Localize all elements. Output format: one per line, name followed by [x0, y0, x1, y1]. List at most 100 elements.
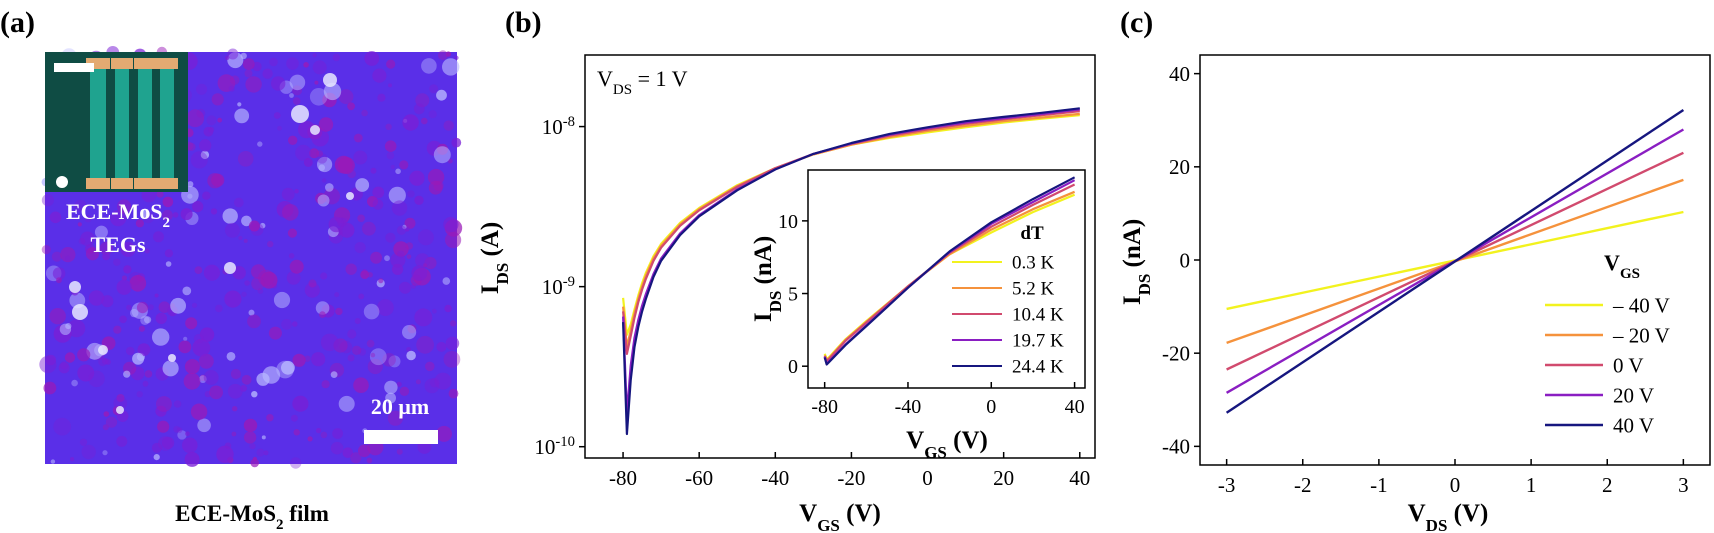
film-grain — [216, 445, 234, 463]
chart-b-annotation: VDS = 1 V — [597, 66, 688, 98]
film-grain — [414, 195, 424, 205]
series-line-10-4-K — [823, 183, 1076, 362]
film-grain — [385, 392, 396, 404]
film-grain — [113, 258, 121, 266]
film-grain — [121, 275, 127, 281]
chart-c-legend-title: VGS — [1604, 250, 1640, 282]
film-grain — [187, 142, 196, 151]
film-grain — [353, 133, 363, 143]
panel-a-caption: ECE-MoS2 film — [175, 501, 329, 533]
film-grain — [318, 117, 334, 132]
film-grain — [448, 388, 459, 399]
film-grain — [200, 150, 210, 160]
film-grain — [94, 225, 108, 239]
film-grain — [262, 68, 273, 79]
film-grain — [184, 359, 200, 375]
film-grain — [328, 216, 344, 233]
film-grain — [141, 209, 151, 219]
film-grain — [390, 164, 395, 170]
film-grain — [384, 255, 390, 262]
film-grain — [203, 370, 219, 385]
film-grain — [358, 348, 366, 356]
legend-label: 5.2 K — [1012, 279, 1055, 300]
film-grain — [309, 88, 328, 106]
film-grain — [199, 375, 207, 383]
chart-b-frame — [584, 54, 1096, 459]
film-grain — [142, 380, 149, 387]
film-grain — [227, 383, 243, 399]
film-grain — [123, 265, 132, 274]
film-grain — [442, 58, 460, 76]
film-grain — [281, 187, 295, 201]
x-tick-label: 40 — [1065, 396, 1085, 418]
film-grain — [391, 200, 408, 216]
film-grain — [250, 458, 259, 468]
film-grain — [422, 263, 428, 268]
film-grain — [397, 250, 405, 258]
film-grain — [334, 292, 340, 298]
legend-label: 20 V — [1613, 383, 1654, 407]
film-grain — [450, 320, 457, 327]
panel-b: (b) -80 -60 -40 -20 0 20 40 10-10 10-9 10-8 VDS … — [477, 6, 1096, 533]
film-grain — [293, 429, 300, 436]
series-line-40-V — [1225, 108, 1685, 414]
film-grain — [363, 303, 380, 320]
film-grain — [226, 352, 236, 361]
film-grain — [105, 416, 118, 428]
film-grain — [353, 150, 368, 165]
film-grain — [263, 450, 269, 456]
film-grain — [451, 137, 462, 148]
film-grain — [240, 385, 248, 392]
film-grain — [173, 425, 181, 433]
film-grain — [162, 209, 173, 221]
film-grain — [395, 168, 401, 175]
film-grain — [237, 151, 254, 167]
film-grain — [406, 347, 411, 352]
chart-c-yticks: -40 -20 0 20 40 — [1162, 62, 1200, 459]
film-grain — [416, 335, 434, 354]
film-grain — [347, 169, 356, 179]
film-grain — [161, 436, 175, 450]
film-grain — [183, 372, 201, 390]
film-grain — [342, 447, 354, 459]
x-tick-label: -80 — [811, 396, 838, 418]
film-grain — [43, 381, 57, 395]
film-grain — [250, 264, 266, 279]
film-grain — [317, 156, 333, 173]
film-grain — [249, 443, 256, 450]
film-grain — [67, 319, 86, 338]
film-grain — [153, 231, 164, 243]
film-grain — [312, 53, 317, 58]
y-tick-label: 10-10 — [534, 434, 575, 459]
panel-b-label: (b) — [505, 6, 542, 39]
film-grain — [347, 102, 355, 111]
film-grain — [277, 125, 282, 131]
film-grain — [447, 158, 453, 164]
film-grain — [323, 82, 342, 101]
film-grain — [162, 196, 174, 208]
film-grain — [330, 441, 344, 455]
film-grain — [396, 448, 403, 455]
film-grain — [116, 394, 125, 402]
film-grain — [392, 263, 404, 275]
film-grain — [260, 271, 278, 289]
y-tick-label: 10 — [778, 211, 798, 233]
film-flake — [98, 345, 108, 355]
film-grain — [154, 293, 159, 298]
film-grain — [113, 325, 122, 334]
film-grain — [295, 144, 312, 161]
film-grain — [178, 340, 192, 354]
film-grain — [315, 301, 330, 315]
legend-label: 19.7 K — [1012, 331, 1064, 352]
inset-caption-line1: ECE-MoS2 — [66, 199, 170, 231]
film-grain — [172, 212, 179, 218]
x-tick-label: 0 — [986, 396, 996, 418]
film-grain — [406, 350, 416, 361]
film-grain — [332, 428, 343, 439]
chart-c-xticks: -3 -2 -1 0 1 2 3 — [1218, 459, 1689, 497]
film-grain — [157, 420, 170, 433]
film-grain — [282, 204, 299, 221]
film-grain — [257, 288, 264, 294]
inset-scale-bar — [54, 63, 94, 72]
film-grain — [144, 316, 152, 324]
